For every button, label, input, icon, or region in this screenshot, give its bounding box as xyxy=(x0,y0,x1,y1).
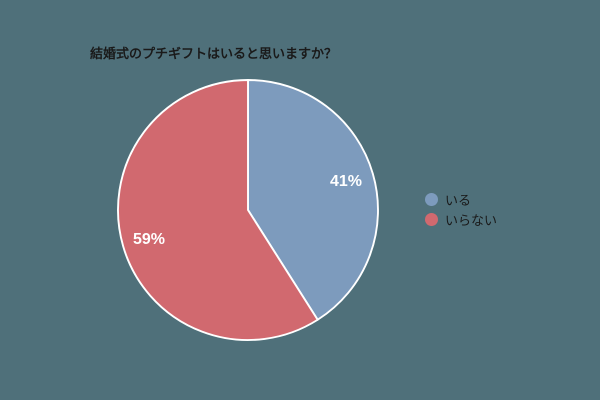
svg-text:41%: 41% xyxy=(330,173,362,190)
svg-text:59%: 59% xyxy=(133,231,165,248)
